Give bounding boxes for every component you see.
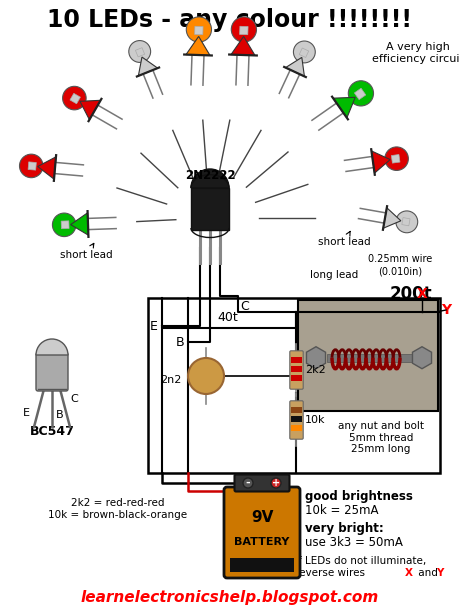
Polygon shape <box>135 48 144 57</box>
Text: If LEDs do not illuminate,: If LEDs do not illuminate, <box>294 556 425 566</box>
Circle shape <box>186 17 211 42</box>
Bar <box>291 416 302 422</box>
Bar <box>291 407 302 413</box>
Text: BATTERY: BATTERY <box>234 537 289 547</box>
Bar <box>291 375 302 381</box>
Text: short lead: short lead <box>60 243 112 260</box>
Bar <box>291 357 302 363</box>
Polygon shape <box>185 37 210 56</box>
Bar <box>297 300 437 411</box>
Polygon shape <box>391 154 399 163</box>
Text: 2k2 = red-red-red
10k = brown-black-orange: 2k2 = red-red-red 10k = brown-black-oran… <box>48 498 187 520</box>
Text: X: X <box>404 568 412 578</box>
Bar <box>326 354 419 362</box>
Text: 200t: 200t <box>389 285 431 303</box>
Polygon shape <box>370 151 389 173</box>
Text: very bright:: very bright: <box>304 522 383 535</box>
Polygon shape <box>401 218 409 226</box>
Circle shape <box>19 154 43 178</box>
Text: reverse wires: reverse wires <box>294 568 368 578</box>
Text: 2N2222: 2N2222 <box>184 169 235 182</box>
Polygon shape <box>138 57 157 76</box>
Text: -: - <box>245 478 250 488</box>
Text: good brightness: good brightness <box>304 490 412 503</box>
Circle shape <box>52 213 76 237</box>
Polygon shape <box>71 213 88 235</box>
Bar <box>291 425 302 431</box>
Text: 9V: 9V <box>250 511 273 525</box>
Text: learnelectronicshelp.blogspot.com: learnelectronicshelp.blogspot.com <box>81 590 378 606</box>
Text: Y: Y <box>440 303 450 317</box>
Text: and: and <box>414 568 440 578</box>
Text: 2n2: 2n2 <box>160 375 182 385</box>
Text: Y: Y <box>435 568 442 578</box>
Circle shape <box>242 478 252 488</box>
Polygon shape <box>28 162 36 170</box>
Polygon shape <box>38 157 56 179</box>
Circle shape <box>270 478 280 488</box>
Polygon shape <box>332 98 354 118</box>
Bar <box>190 188 229 230</box>
Text: 40t: 40t <box>217 311 238 324</box>
Polygon shape <box>353 88 365 99</box>
Circle shape <box>293 41 314 63</box>
Text: C: C <box>240 300 248 312</box>
Polygon shape <box>299 48 308 57</box>
Text: any nut and bolt
5mm thread
25mm long: any nut and bolt 5mm thread 25mm long <box>337 421 423 454</box>
Text: B: B <box>56 410 63 420</box>
FancyBboxPatch shape <box>36 353 68 391</box>
FancyBboxPatch shape <box>289 351 302 389</box>
Text: E: E <box>150 320 157 332</box>
FancyBboxPatch shape <box>289 401 302 439</box>
Circle shape <box>62 87 86 110</box>
Text: C: C <box>70 394 78 404</box>
Polygon shape <box>285 57 304 76</box>
Text: 10k = 25mA: 10k = 25mA <box>304 504 378 517</box>
Polygon shape <box>61 221 69 229</box>
Polygon shape <box>70 93 80 104</box>
Polygon shape <box>194 26 203 35</box>
Polygon shape <box>239 26 247 35</box>
Circle shape <box>384 147 408 170</box>
Text: 10 LEDs - any colour !!!!!!!!: 10 LEDs - any colour !!!!!!!! <box>47 8 412 32</box>
Circle shape <box>188 358 224 394</box>
Text: BC547: BC547 <box>29 425 74 438</box>
Text: +: + <box>271 478 280 488</box>
Wedge shape <box>36 339 68 355</box>
Text: 10k: 10k <box>304 415 325 425</box>
Text: E: E <box>23 408 30 418</box>
Text: X: X <box>416 287 426 301</box>
Text: long lead: long lead <box>309 270 358 280</box>
FancyBboxPatch shape <box>234 475 289 492</box>
Bar <box>148 298 439 473</box>
Wedge shape <box>190 169 229 188</box>
Polygon shape <box>80 100 101 120</box>
Circle shape <box>395 211 417 233</box>
Polygon shape <box>382 208 400 228</box>
Circle shape <box>129 41 150 62</box>
Circle shape <box>231 17 256 42</box>
FancyBboxPatch shape <box>224 487 299 578</box>
Text: 2k2: 2k2 <box>304 365 325 375</box>
Text: 0.25mm wire
(0.010in): 0.25mm wire (0.010in) <box>367 254 431 276</box>
Circle shape <box>347 81 373 106</box>
Text: A very high
efficiency circuit: A very high efficiency circuit <box>371 42 459 63</box>
Polygon shape <box>230 37 254 56</box>
Bar <box>230 558 293 572</box>
Text: B: B <box>176 336 184 348</box>
Text: short lead: short lead <box>317 231 370 247</box>
Bar <box>291 366 302 372</box>
Text: use 3k3 = 50mA: use 3k3 = 50mA <box>304 536 402 549</box>
